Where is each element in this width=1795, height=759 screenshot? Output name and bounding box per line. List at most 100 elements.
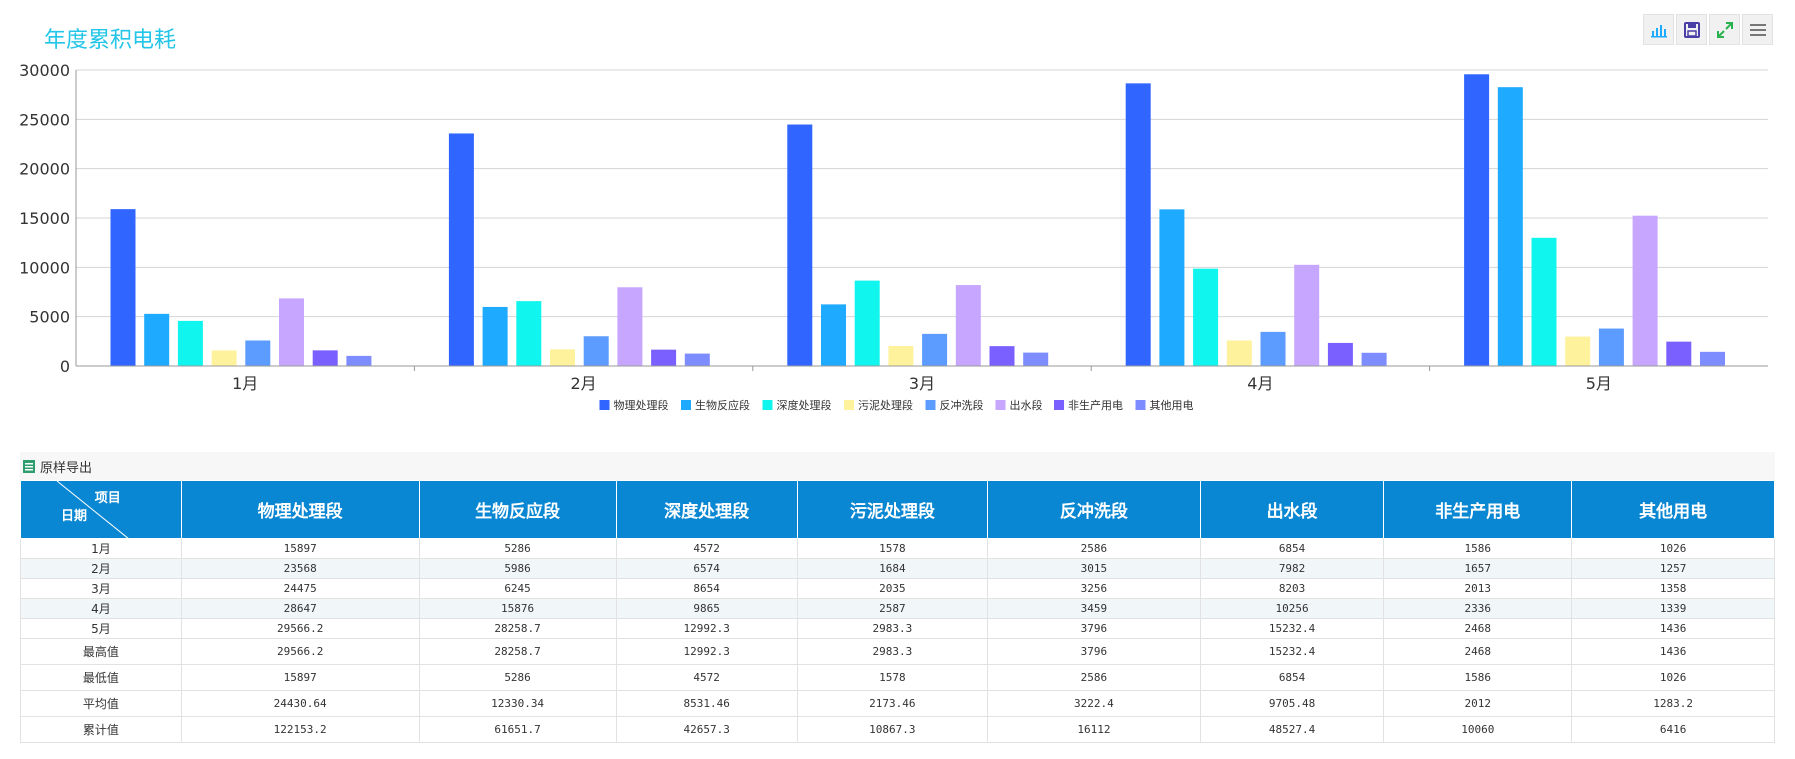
bar[interactable]	[144, 313, 170, 366]
legend-swatch[interactable]	[1054, 400, 1064, 410]
bar[interactable]	[1565, 336, 1591, 366]
table-cell: 15897	[180, 538, 420, 559]
bar[interactable]	[854, 280, 880, 366]
bar-chart: 0 5000 10000 15000 20000 25000 30000 1月 2月 3月 4月 5月…	[19, 61, 1768, 412]
table-cell: 28258.7	[418, 638, 617, 665]
table-cell: 1026	[1571, 664, 1775, 691]
table-cell: 2468	[1383, 638, 1573, 665]
table-cell: 16112	[986, 716, 1201, 743]
table-row: 2月 23568 5986 6574 1684 3015 7982 1657 1257	[20, 558, 1775, 579]
legend-label[interactable]: 深度处理段	[777, 398, 832, 412]
table-cell: 3459	[986, 598, 1201, 619]
bar[interactable]	[1497, 87, 1523, 367]
bar[interactable]	[1023, 352, 1049, 366]
bar[interactable]	[1159, 209, 1185, 366]
bar[interactable]	[583, 336, 609, 366]
table-cell: 1257	[1571, 558, 1775, 579]
bar[interactable]	[448, 133, 474, 366]
bar[interactable]	[1666, 341, 1692, 366]
bar[interactable]	[482, 306, 508, 366]
table-cell: 15232.4	[1199, 618, 1385, 639]
legend-swatch[interactable]	[1135, 400, 1146, 410]
legend-swatch[interactable]	[925, 400, 936, 410]
table-cell: 1586	[1383, 538, 1573, 559]
bar[interactable]	[211, 350, 237, 366]
table-cell: 1684	[796, 558, 988, 579]
bar[interactable]	[955, 285, 981, 366]
column-header: 其他用电	[1571, 480, 1775, 539]
bar[interactable]	[1260, 331, 1286, 366]
table-cell: 15232.4	[1199, 638, 1385, 665]
legend-label[interactable]: 反冲洗段	[940, 398, 984, 412]
table-cell: 1436	[1571, 618, 1775, 639]
bar[interactable]	[888, 345, 914, 366]
bar[interactable]	[1700, 351, 1725, 366]
x-tick-label: 3月	[909, 374, 935, 393]
chart-title: 年度累积电耗	[44, 28, 177, 53]
bar[interactable]	[110, 209, 136, 366]
bar[interactable]	[617, 287, 643, 366]
bar[interactable]	[177, 320, 203, 366]
legend-swatch[interactable]	[599, 400, 610, 410]
bar[interactable]	[245, 340, 271, 366]
bar[interactable]	[516, 301, 542, 366]
table-row: 平均值 24430.64 12330.34 8531.46 2173.46 3222.4 9…	[20, 690, 1775, 717]
row-label: 最高值	[20, 638, 182, 665]
bar[interactable]	[1632, 215, 1658, 366]
table-cell: 15876	[418, 598, 617, 619]
column-header: 生物反应段	[418, 480, 617, 539]
legend-label[interactable]: 物理处理段	[614, 398, 669, 412]
bar[interactable]	[1226, 340, 1252, 366]
data-table-section: 原样导出 项目 日期 物理处理段 生物反应段 深度处理段 污泥处理段 反冲洗段 出水段 非生…	[20, 452, 1775, 743]
table-cell: 24430.64	[180, 690, 420, 717]
table-cell: 3796	[986, 618, 1201, 639]
bar[interactable]	[550, 349, 575, 366]
table-header-row: 项目 日期 物理处理段 生物反应段 深度处理段 污泥处理段 反冲洗段 出水段 非生产用电 其他…	[20, 480, 1775, 539]
legend-swatch[interactable]	[995, 400, 1006, 410]
bar[interactable]	[684, 353, 710, 366]
excel-icon	[23, 459, 35, 473]
legend-swatch[interactable]	[844, 400, 854, 410]
legend-label[interactable]: 污泥处理段	[858, 398, 913, 412]
menu-icon[interactable]	[1742, 14, 1773, 45]
table-cell: 2012	[1383, 690, 1573, 717]
legend-swatch[interactable]	[762, 400, 773, 410]
table-cell: 2468	[1383, 618, 1573, 639]
bar[interactable]	[1464, 74, 1490, 367]
bar[interactable]	[1361, 352, 1387, 366]
y-tick-label: 5000	[29, 308, 70, 327]
bar[interactable]	[1125, 83, 1151, 366]
legend-label[interactable]: 生物反应段	[695, 398, 750, 412]
bar[interactable]	[312, 350, 338, 366]
bar[interactable]	[787, 124, 813, 366]
legend-label[interactable]: 非生产用电	[1068, 398, 1123, 412]
bar-chart-icon[interactable]	[1643, 14, 1674, 45]
table-cell: 1578	[796, 538, 988, 559]
corner-header: 项目 日期	[20, 480, 182, 539]
table-cell: 1026	[1571, 538, 1775, 559]
column-header: 物理处理段	[180, 480, 420, 539]
bar[interactable]	[1327, 342, 1353, 366]
legend-label[interactable]: 出水段	[1010, 398, 1043, 412]
table-row: 最低值 15897 5286 4572 1578 2586 6854 1586 1026	[20, 664, 1775, 691]
bar[interactable]	[989, 346, 1015, 366]
export-button[interactable]: 原样导出	[20, 452, 1775, 480]
bar[interactable]	[651, 349, 677, 366]
bar[interactable]	[279, 298, 304, 366]
bar[interactable]	[346, 355, 372, 366]
table-row: 最高值 29566.2 28258.7 12992.3 2983.3 3796 15232.…	[20, 638, 1775, 665]
y-tick-label: 10000	[19, 258, 70, 277]
bar[interactable]	[1531, 237, 1557, 366]
bar[interactable]	[1193, 268, 1219, 366]
legend-swatch[interactable]	[681, 400, 691, 410]
y-tick-label: 0	[60, 357, 70, 376]
legend-label[interactable]: 其他用电	[1150, 399, 1194, 412]
bar[interactable]	[1294, 264, 1320, 366]
fullscreen-icon[interactable]	[1709, 14, 1740, 45]
save-icon[interactable]	[1676, 14, 1707, 45]
bar[interactable]	[922, 333, 948, 366]
bar[interactable]	[1598, 328, 1624, 366]
bar[interactable]	[821, 304, 846, 366]
row-label: 2月	[20, 558, 182, 579]
table-cell: 4572	[615, 664, 798, 691]
